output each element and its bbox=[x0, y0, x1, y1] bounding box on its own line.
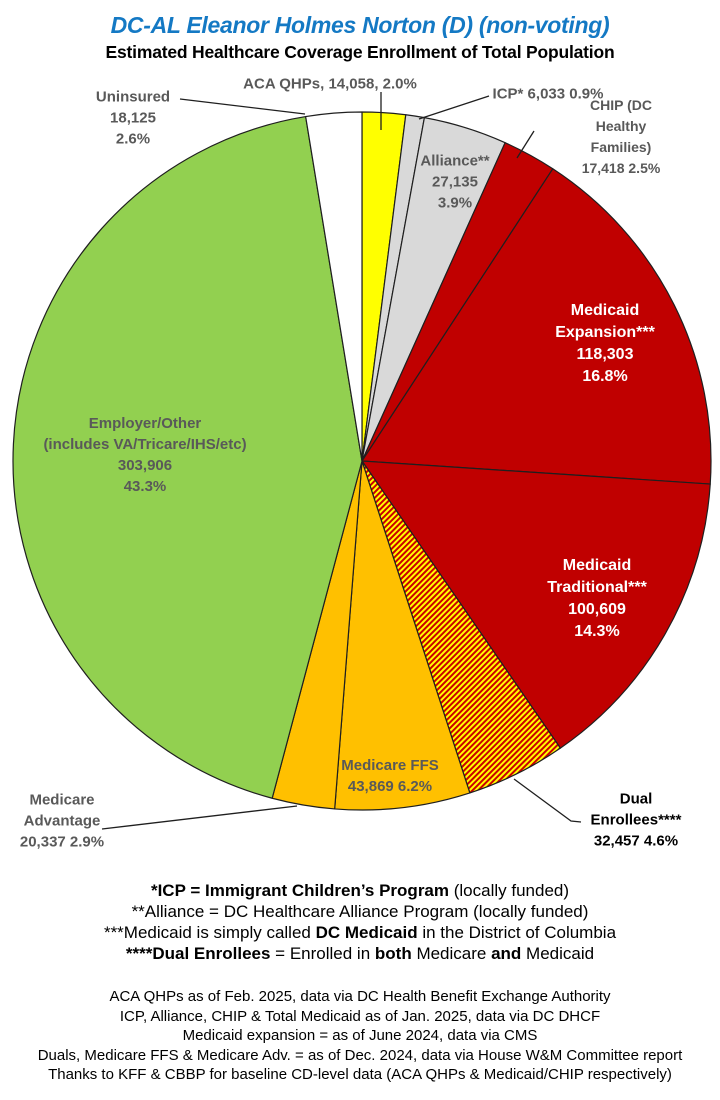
pie-slice-medicaid-expansion bbox=[361, 168, 712, 485]
sources-block: ACA QHPs as of Feb. 2025, data via DC He… bbox=[0, 987, 720, 1085]
page-title: DC-AL Eleanor Holmes Norton (D) (non-vot… bbox=[110, 12, 610, 38]
source-line: ACA QHPs as of Feb. 2025, data via DC He… bbox=[109, 988, 611, 1005]
footnotes-block: *ICP = Immigrant Children’s Program (loc… bbox=[0, 880, 720, 964]
leader-line-dual-enrollees bbox=[513, 778, 582, 823]
footnote-line: ****Dual Enrollees = Enrolled in both Me… bbox=[125, 944, 595, 963]
label-dual-enrollees: Dual Enrollees**** 32,457 4.6% bbox=[590, 790, 682, 850]
pie-slice-uninsured bbox=[305, 111, 363, 462]
pie-slice-medicare-ffs bbox=[334, 460, 471, 811]
label-alliance: Alliance** 27,135 3.9% bbox=[420, 152, 490, 212]
label-icp: ICP* 6,033 0.9% bbox=[492, 85, 604, 103]
source-line: Duals, Medicare FFS & Medicare Adv. = as… bbox=[37, 1046, 683, 1064]
label-aca-qhps: ACA QHPs, 14,058, 2.0% bbox=[243, 75, 417, 93]
source-line: ICP, Alliance, CHIP & Total Medicaid as … bbox=[119, 1007, 601, 1025]
label-uninsured: Uninsured 18,125 2.6% bbox=[95, 88, 171, 148]
label-employer-other: Employer/Other (includes VA/Tricare/IHS/… bbox=[43, 415, 247, 495]
leader-lines bbox=[101, 92, 582, 830]
footnote-line: *ICP = Immigrant Children’s Program (loc… bbox=[150, 881, 570, 900]
footnote-line: **Alliance = DC Healthcare Alliance Prog… bbox=[131, 902, 589, 921]
pie-slice-employer-other-includes-va-tricare-ihs-etc bbox=[12, 115, 363, 799]
footnote-line: ***Medicaid is simply called DC Medicaid… bbox=[103, 923, 617, 942]
label-medicare-advantage: Medicare Advantage 20,337 2.9% bbox=[19, 791, 105, 851]
leader-line-icp bbox=[418, 95, 490, 120]
label-medicare-ffs: Medicare FFS 43,869 6.2% bbox=[341, 757, 439, 795]
pie-slice-medicaid-traditional bbox=[361, 460, 711, 749]
page-subtitle: Estimated Healthcare Coverage Enrollment… bbox=[105, 42, 615, 62]
source-line: Thanks to KFF & CBBP for baseline CD-lev… bbox=[48, 1066, 672, 1084]
pie-slices bbox=[12, 111, 712, 811]
leader-line-medicare-advantage bbox=[101, 805, 298, 830]
source-line: Medicaid expansion = as of June 2024, da… bbox=[182, 1027, 538, 1045]
label-medicaid-traditional: Medicaid Traditional*** 100,609 14.3% bbox=[547, 557, 647, 640]
label-chip: CHIP (DC Healthy Families) 17,418 2.5% bbox=[581, 97, 661, 176]
leader-line-uninsured bbox=[179, 98, 306, 115]
leader-line-chip bbox=[516, 130, 535, 159]
label-medicaid-expansion: Medicaid Expansion*** 118,303 16.8% bbox=[555, 302, 655, 385]
